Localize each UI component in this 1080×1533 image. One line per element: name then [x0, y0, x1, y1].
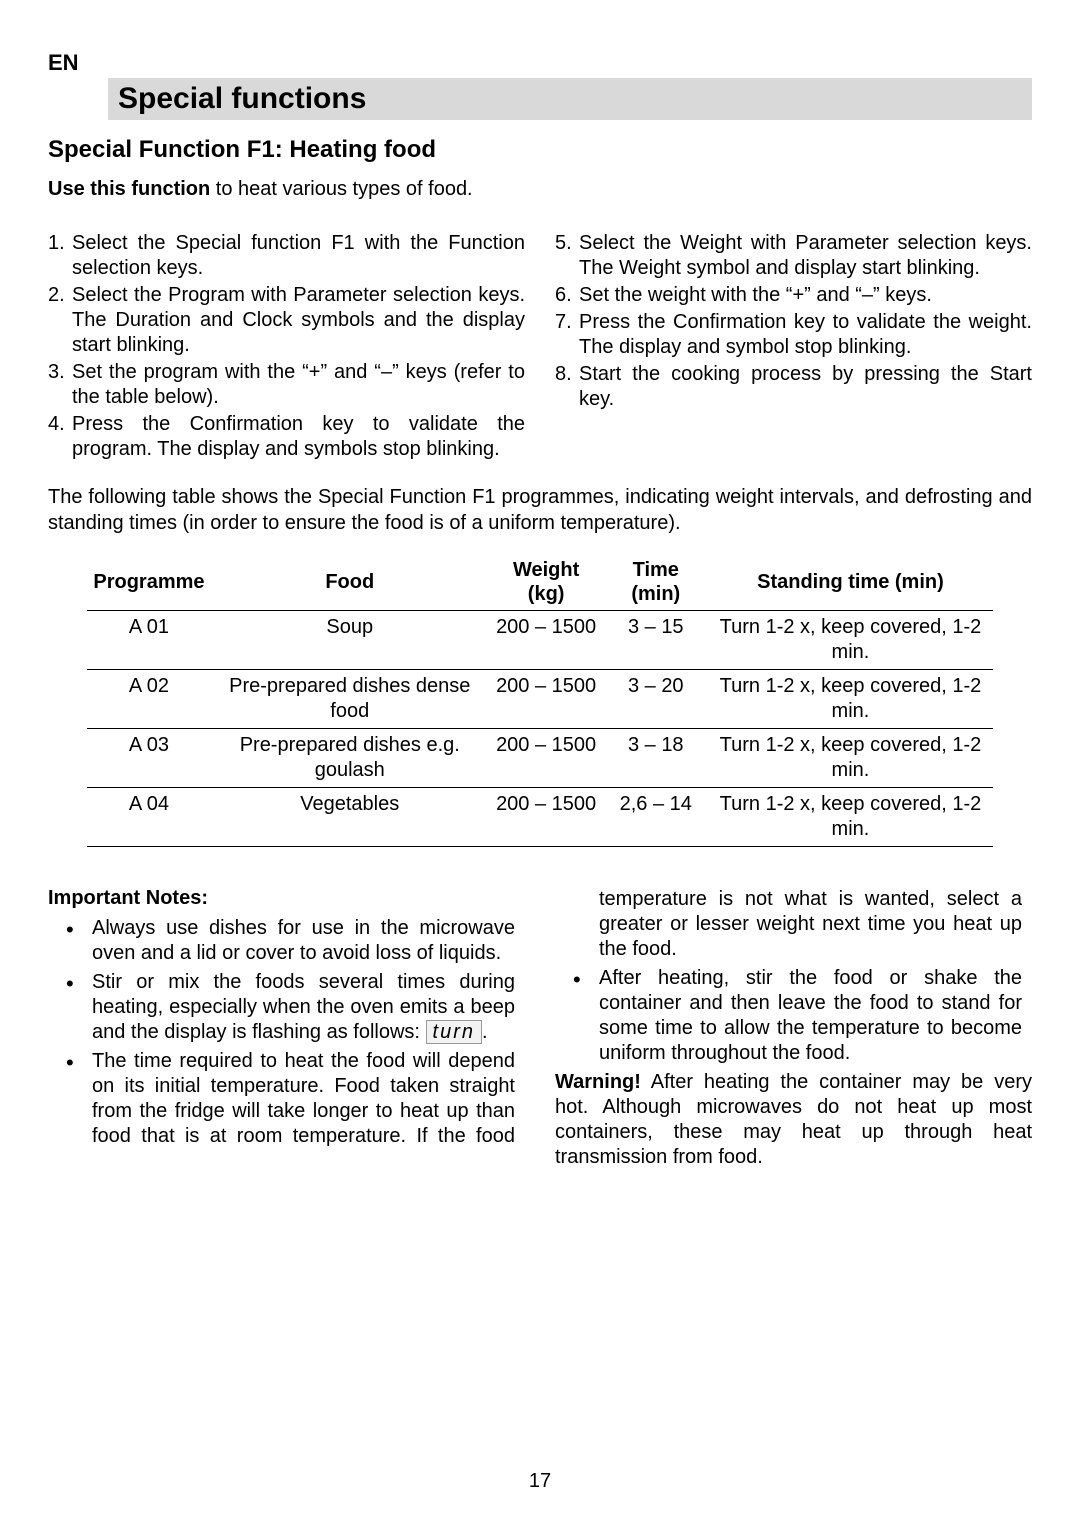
step-text: Start the cooking process by pressing th…	[579, 363, 1032, 410]
table-header: Weight (kg)	[489, 554, 603, 611]
note-item: After heating, stir the food or shake th…	[555, 966, 1032, 1066]
table-header: Programme	[87, 554, 210, 611]
note-item: Stir or mix the foods several times duri…	[48, 970, 525, 1045]
table-cell: Vegetables	[211, 788, 489, 847]
steps-right-column: 5. Select the Weight with Parameter selec…	[555, 231, 1032, 464]
step-item: 3. Set the program with the “+” and “–” k…	[48, 360, 525, 410]
note-item: Always use dishes for use in the microwa…	[48, 916, 525, 966]
table-cell: 200 – 1500	[489, 729, 603, 788]
step-text: Press the Confirmation key to validate t…	[72, 413, 525, 460]
intro-text: Use this function to heat various types …	[48, 178, 1032, 201]
step-number: 6.	[555, 283, 572, 308]
step-item: 8. Start the cooking process by pressing …	[555, 362, 1032, 412]
warning-bold: Warning!	[555, 1071, 641, 1093]
steps-two-column: 1. Select the Special function F1 with th…	[48, 231, 1032, 464]
table-cell: Pre-prepared dishes e.g. goulash	[211, 729, 489, 788]
table-cell: 2,6 – 14	[603, 788, 708, 847]
notes-heading: Important Notes:	[48, 887, 525, 910]
table-cell: Turn 1-2 x, keep covered, 1-2 min.	[708, 611, 992, 670]
step-number: 1.	[48, 231, 65, 256]
page-number: 17	[0, 1470, 1080, 1493]
note-text: .	[482, 1021, 488, 1043]
table-cell: Soup	[211, 611, 489, 670]
table-cell: 3 – 18	[603, 729, 708, 788]
language-code: EN	[48, 50, 1032, 76]
table-header: Food	[211, 554, 489, 611]
table-cell: 3 – 20	[603, 670, 708, 729]
intro-bold: Use this function	[48, 178, 210, 200]
section-title-bar: Special functions	[108, 78, 1032, 120]
warning-text: Warning! After heating the container may…	[555, 1070, 1032, 1170]
step-text: Set the weight with the “+” and “–” keys…	[579, 284, 932, 306]
step-item: 5. Select the Weight with Parameter selec…	[555, 231, 1032, 281]
table-row: A 04Vegetables200 – 15002,6 – 14Turn 1-2…	[87, 788, 992, 847]
table-intro: The following table shows the Special Fu…	[48, 484, 1032, 536]
table-row: A 01Soup200 – 15003 – 15Turn 1-2 x, keep…	[87, 611, 992, 670]
programmes-table: ProgrammeFoodWeight (kg)Time (min)Standi…	[87, 554, 992, 847]
step-number: 8.	[555, 362, 572, 387]
table-cell: Turn 1-2 x, keep covered, 1-2 min.	[708, 670, 992, 729]
table-cell: Pre-prepared dishes dense food	[211, 670, 489, 729]
steps-left-column: 1. Select the Special function F1 with th…	[48, 231, 525, 464]
table-cell: 200 – 1500	[489, 670, 603, 729]
turn-display-icon: turn	[426, 1020, 482, 1044]
table-row: A 03Pre-prepared dishes e.g. goulash200 …	[87, 729, 992, 788]
table-cell: A 03	[87, 729, 210, 788]
step-text: Set the program with the “+” and “–” key…	[72, 361, 525, 408]
table-header: Standing time (min)	[708, 554, 992, 611]
step-text: Press the Confirmation key to validate t…	[579, 311, 1032, 358]
table-header: Time (min)	[603, 554, 708, 611]
table-cell: Turn 1-2 x, keep covered, 1-2 min.	[708, 729, 992, 788]
step-item: 2. Select the Program with Parameter sele…	[48, 283, 525, 358]
step-text: Select the Program with Parameter select…	[72, 284, 525, 356]
step-number: 4.	[48, 412, 65, 437]
step-number: 7.	[555, 310, 572, 335]
table-cell: Turn 1-2 x, keep covered, 1-2 min.	[708, 788, 992, 847]
step-text: Select the Special function F1 with the …	[72, 232, 525, 279]
step-number: 2.	[48, 283, 65, 308]
step-text: Select the Weight with Parameter selecti…	[579, 232, 1032, 279]
table-cell: 200 – 1500	[489, 788, 603, 847]
table-cell: A 01	[87, 611, 210, 670]
step-item: 6. Set the weight with the “+” and “–” ke…	[555, 283, 1032, 308]
intro-rest: to heat various types of food.	[210, 178, 472, 200]
table-cell: 3 – 15	[603, 611, 708, 670]
notes-section: Important Notes: Always use dishes for u…	[48, 887, 1032, 1170]
table-cell: A 02	[87, 670, 210, 729]
table-row: A 02Pre-prepared dishes dense food200 – …	[87, 670, 992, 729]
table-cell: A 04	[87, 788, 210, 847]
step-item: 7. Press the Confirmation key to validate…	[555, 310, 1032, 360]
step-item: 1. Select the Special function F1 with th…	[48, 231, 525, 281]
table-cell: 200 – 1500	[489, 611, 603, 670]
subheading: Special Function F1: Heating food	[48, 136, 1032, 164]
step-item: 4. Press the Confirmation key to validate…	[48, 412, 525, 462]
step-number: 5.	[555, 231, 572, 256]
step-number: 3.	[48, 360, 65, 385]
